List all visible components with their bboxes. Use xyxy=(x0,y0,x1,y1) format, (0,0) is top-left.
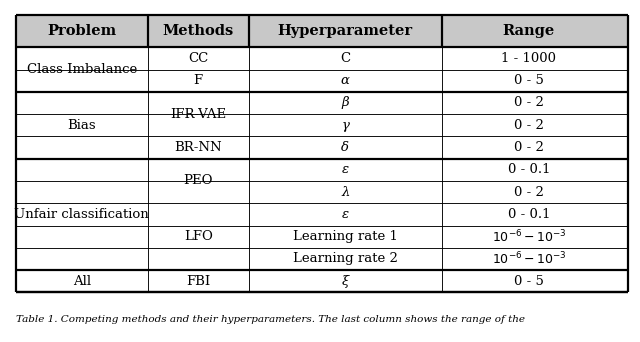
Bar xyxy=(16,47,628,292)
Text: γ: γ xyxy=(341,119,349,132)
Text: FBI: FBI xyxy=(186,275,211,288)
Text: 0 - 0.1: 0 - 0.1 xyxy=(508,163,550,176)
Text: $10^{-6} - 10^{-3}$: $10^{-6} - 10^{-3}$ xyxy=(492,228,566,245)
Text: PEO: PEO xyxy=(184,174,213,187)
Text: All: All xyxy=(73,275,91,288)
Text: Range: Range xyxy=(503,24,555,38)
Text: ε: ε xyxy=(342,208,349,221)
Text: δ: δ xyxy=(341,141,349,154)
Text: 0 - 0.1: 0 - 0.1 xyxy=(508,208,550,221)
Text: BR-NN: BR-NN xyxy=(175,141,222,154)
Text: α: α xyxy=(340,74,349,87)
Text: Unfair classification: Unfair classification xyxy=(15,208,149,221)
Text: F: F xyxy=(194,74,203,87)
Text: 0 - 5: 0 - 5 xyxy=(514,275,544,288)
Text: Learning rate 1: Learning rate 1 xyxy=(292,230,397,243)
Text: Learning rate 2: Learning rate 2 xyxy=(292,252,397,265)
Text: β: β xyxy=(341,96,349,109)
Text: Bias: Bias xyxy=(68,119,96,132)
Text: Hyperparameter: Hyperparameter xyxy=(278,24,413,38)
Text: ξ: ξ xyxy=(342,275,349,288)
Text: ε: ε xyxy=(342,163,349,176)
Text: C: C xyxy=(340,52,350,65)
Text: 0 - 5: 0 - 5 xyxy=(514,74,544,87)
Text: Table 1. Competing methods and their hyperparameters. The last column shows the : Table 1. Competing methods and their hyp… xyxy=(16,315,525,324)
Text: 0 - 2: 0 - 2 xyxy=(514,186,544,199)
Text: LFO: LFO xyxy=(184,230,212,243)
Bar xyxy=(16,15,628,47)
Text: CC: CC xyxy=(188,52,209,65)
Text: 0 - 2: 0 - 2 xyxy=(514,141,544,154)
Text: $10^{-6} - 10^{-3}$: $10^{-6} - 10^{-3}$ xyxy=(492,251,566,267)
Text: 1 - 1000: 1 - 1000 xyxy=(502,52,556,65)
Text: Methods: Methods xyxy=(163,24,234,38)
Text: 0 - 2: 0 - 2 xyxy=(514,119,544,132)
Text: 0 - 2: 0 - 2 xyxy=(514,96,544,109)
Text: Problem: Problem xyxy=(47,24,116,38)
Text: Class Imbalance: Class Imbalance xyxy=(27,63,137,76)
Text: IFR-VAE: IFR-VAE xyxy=(170,108,227,121)
Text: λ: λ xyxy=(341,186,349,199)
